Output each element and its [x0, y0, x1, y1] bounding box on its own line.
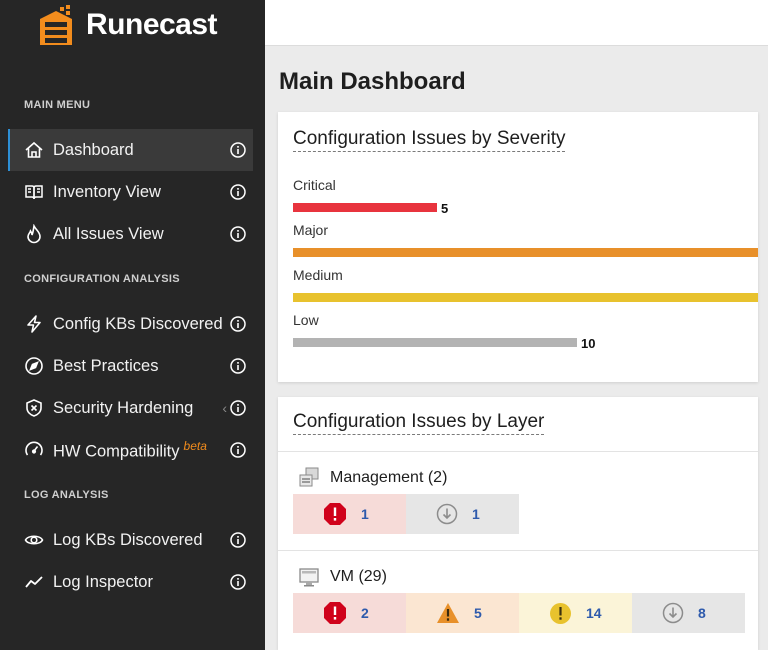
info-icon[interactable] [229, 441, 247, 459]
section-main-menu: MAIN MENU [24, 99, 91, 111]
bolt-icon [24, 314, 44, 334]
layer-card: Configuration Issues by Layer Management… [278, 397, 758, 650]
sidebar-item-label: Config KBs Discovered [53, 314, 223, 333]
severity-value-low: 10 [581, 336, 596, 351]
severity-card-title[interactable]: Configuration Issues by Severity [293, 128, 566, 152]
major-warning-triangle-icon [437, 603, 459, 623]
sidebar-item-security-hardening[interactable]: Security Hardening ‹ [8, 387, 253, 429]
layer-vm-counts: 2 5 14 8 [293, 593, 745, 633]
critical-octagon-icon [324, 503, 346, 525]
sidebar-item-label: Inventory View [53, 182, 161, 201]
severity-label-low: Low [293, 312, 319, 328]
vm-medium-cell[interactable]: 14 [519, 593, 632, 633]
info-icon[interactable] [229, 531, 247, 549]
sidebar-item-best-practices[interactable]: Best Practices [8, 345, 253, 387]
gauge-icon [24, 440, 44, 460]
severity-bar-low[interactable] [293, 338, 577, 347]
medium-exclamation-circle-icon [550, 602, 571, 624]
layer-name: Management (2) [330, 469, 448, 486]
sidebar-item-label: All Issues View [53, 224, 164, 243]
severity-label-major: Major [293, 222, 329, 238]
trend-icon [24, 572, 44, 592]
count: 1 [361, 506, 369, 522]
sidebar-item-label: Security Hardening [53, 398, 194, 417]
count: 1 [472, 506, 480, 522]
sidebar-item-label: Dashboard [53, 140, 134, 159]
section-log-analysis: LOG ANALYSIS [24, 489, 109, 501]
severity-bar-major[interactable] [293, 248, 758, 257]
sidebar-item-log-inspector[interactable]: Log Inspector [8, 561, 253, 603]
chevron-left-icon[interactable]: ‹ [222, 400, 227, 416]
layer-name: VM (29) [330, 568, 387, 585]
runecast-logo-icon [40, 5, 72, 45]
management-low-cell[interactable]: 1 [406, 494, 519, 534]
info-icon[interactable] [229, 315, 247, 333]
info-icon[interactable] [229, 225, 247, 243]
flame-icon [24, 224, 44, 244]
severity-card: Configuration Issues by Severity Critica… [278, 112, 758, 382]
layer-card-title[interactable]: Configuration Issues by Layer [293, 411, 545, 435]
management-critical-cell[interactable]: 1 [293, 494, 406, 534]
sidebar-item-label-text: HW Compatibility [53, 442, 180, 461]
count: 14 [586, 605, 602, 621]
beta-badge: beta [183, 438, 207, 453]
severity-value-critical: 5 [441, 201, 449, 216]
layer-vm[interactable]: VM (29) [298, 566, 387, 588]
info-icon[interactable] [229, 399, 247, 417]
section-configuration-analysis: CONFIGURATION ANALYSIS [24, 273, 180, 285]
info-icon[interactable] [229, 183, 247, 201]
sidebar-item-hw-compatibility[interactable]: HW Compatibility beta [8, 429, 253, 471]
low-arrow-down-icon [662, 602, 684, 624]
count: 2 [361, 605, 369, 621]
layer-management[interactable]: Management (2) [298, 467, 447, 489]
book-icon [24, 182, 44, 202]
sidebar-item-label: HW Compatibility beta [53, 439, 229, 462]
sidebar-item-label: Log Inspector [53, 572, 153, 591]
vm-critical-cell[interactable]: 2 [293, 593, 406, 633]
vm-low-cell[interactable]: 8 [632, 593, 745, 633]
vm-major-cell[interactable]: 5 [406, 593, 519, 633]
sidebar: Runecast MAIN MENU Dashboard Inventory V… [0, 0, 265, 650]
eye-icon [24, 530, 44, 550]
layer-management-counts: 1 1 [293, 494, 519, 534]
count: 5 [474, 605, 482, 621]
severity-label-medium: Medium [293, 267, 343, 283]
sidebar-item-inventory[interactable]: Inventory View [8, 171, 253, 213]
vm-monitor-icon [298, 566, 320, 588]
top-header [265, 0, 768, 46]
logo[interactable]: Runecast [0, 0, 265, 50]
severity-bar-critical[interactable] [293, 203, 437, 212]
sidebar-item-label: Best Practices [53, 356, 159, 375]
severity-bar-medium[interactable] [293, 293, 758, 302]
management-server-icon [298, 467, 320, 489]
compass-icon [24, 356, 44, 376]
info-icon[interactable] [229, 141, 247, 159]
sidebar-item-config-kbs[interactable]: Config KBs Discovered [8, 303, 253, 345]
sidebar-item-all-issues[interactable]: All Issues View [8, 213, 253, 255]
sidebar-item-dashboard[interactable]: Dashboard [8, 129, 253, 171]
divider [278, 550, 758, 551]
info-icon[interactable] [229, 573, 247, 591]
critical-octagon-icon [324, 602, 346, 624]
info-icon[interactable] [229, 357, 247, 375]
count: 8 [698, 605, 706, 621]
home-icon [24, 140, 44, 160]
sidebar-item-log-kbs[interactable]: Log KBs Discovered [8, 519, 253, 561]
shield-icon [24, 398, 44, 418]
divider [278, 451, 758, 452]
sidebar-item-label: Log KBs Discovered [53, 530, 203, 549]
page-title: Main Dashboard [279, 68, 466, 95]
app-name: Runecast [86, 8, 218, 41]
low-arrow-down-icon [436, 503, 458, 525]
severity-label-critical: Critical [293, 177, 336, 193]
